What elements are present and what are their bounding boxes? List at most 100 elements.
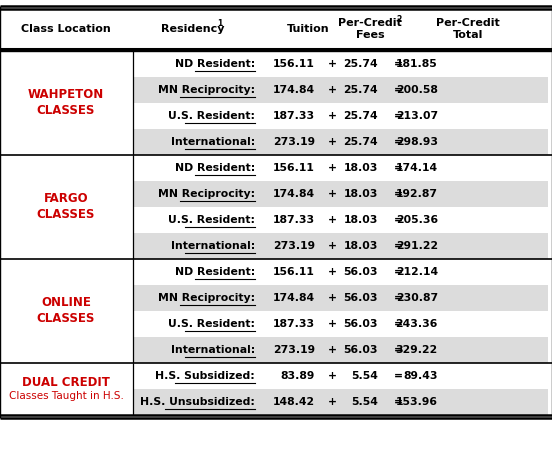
Text: 56.03: 56.03 bbox=[343, 293, 378, 303]
Text: 148.42: 148.42 bbox=[273, 397, 315, 407]
Text: CLASSES: CLASSES bbox=[37, 104, 95, 118]
Text: U.S. Resident:: U.S. Resident: bbox=[168, 215, 255, 225]
Text: 174.84: 174.84 bbox=[273, 85, 315, 95]
Text: 25.74: 25.74 bbox=[343, 59, 378, 69]
Text: =: = bbox=[394, 371, 402, 381]
Text: 174.14: 174.14 bbox=[396, 163, 438, 173]
Text: 174.84: 174.84 bbox=[273, 189, 315, 199]
Bar bbox=[133, 181, 548, 207]
Text: =: = bbox=[394, 215, 402, 225]
Text: =: = bbox=[394, 241, 402, 251]
Text: DUAL CREDIT: DUAL CREDIT bbox=[22, 375, 110, 389]
Text: 273.19: 273.19 bbox=[273, 137, 315, 147]
Bar bbox=[133, 337, 548, 363]
Text: Classes Taught in H.S.: Classes Taught in H.S. bbox=[9, 391, 124, 401]
Text: 205.36: 205.36 bbox=[396, 215, 438, 225]
Text: 5.54: 5.54 bbox=[351, 371, 378, 381]
Text: 192.87: 192.87 bbox=[396, 189, 438, 199]
Text: ND Resident:: ND Resident: bbox=[175, 267, 255, 277]
Text: 1: 1 bbox=[217, 19, 222, 28]
Text: ND Resident:: ND Resident: bbox=[175, 163, 255, 173]
Text: MN Reciprocity:: MN Reciprocity: bbox=[158, 85, 255, 95]
Text: 329.22: 329.22 bbox=[396, 345, 438, 355]
Text: +: + bbox=[327, 241, 337, 251]
Text: 174.84: 174.84 bbox=[273, 293, 315, 303]
Text: +: + bbox=[327, 85, 337, 95]
Text: =: = bbox=[394, 267, 402, 277]
Text: MN Reciprocity:: MN Reciprocity: bbox=[158, 189, 255, 199]
Text: +: + bbox=[327, 267, 337, 277]
Text: 18.03: 18.03 bbox=[344, 163, 378, 173]
Bar bbox=[133, 77, 548, 103]
Text: +: + bbox=[327, 345, 337, 355]
Text: 187.33: 187.33 bbox=[273, 215, 315, 225]
Text: ND Resident:: ND Resident: bbox=[175, 59, 255, 69]
Text: Per-Credit: Per-Credit bbox=[338, 18, 402, 28]
Text: Residency: Residency bbox=[161, 24, 225, 34]
Text: =: = bbox=[394, 85, 402, 95]
Text: +: + bbox=[327, 59, 337, 69]
Text: FARGO: FARGO bbox=[44, 192, 88, 206]
Text: 56.03: 56.03 bbox=[343, 267, 378, 277]
Text: +: + bbox=[327, 189, 337, 199]
Text: +: + bbox=[327, 111, 337, 121]
Text: 187.33: 187.33 bbox=[273, 319, 315, 329]
Text: 89.43: 89.43 bbox=[404, 371, 438, 381]
Text: Fees: Fees bbox=[355, 30, 384, 40]
Text: 213.07: 213.07 bbox=[396, 111, 438, 121]
Text: 291.22: 291.22 bbox=[396, 241, 438, 251]
Text: MN Reciprocity:: MN Reciprocity: bbox=[158, 293, 255, 303]
Text: 18.03: 18.03 bbox=[344, 241, 378, 251]
Text: +: + bbox=[327, 371, 337, 381]
Text: +: + bbox=[327, 397, 337, 407]
Text: International:: International: bbox=[171, 345, 255, 355]
Bar bbox=[133, 389, 548, 415]
Text: 181.85: 181.85 bbox=[396, 59, 438, 69]
Text: 25.74: 25.74 bbox=[343, 137, 378, 147]
Text: 243.36: 243.36 bbox=[396, 319, 438, 329]
Text: 156.11: 156.11 bbox=[273, 267, 315, 277]
Bar bbox=[133, 129, 548, 155]
Text: U.S. Resident:: U.S. Resident: bbox=[168, 111, 255, 121]
Text: H.S. Unsubsidized:: H.S. Unsubsidized: bbox=[140, 397, 255, 407]
Text: CLASSES: CLASSES bbox=[37, 312, 95, 326]
Text: WAHPETON: WAHPETON bbox=[28, 89, 104, 102]
Text: 25.74: 25.74 bbox=[343, 111, 378, 121]
Text: 156.11: 156.11 bbox=[273, 163, 315, 173]
Text: 156.11: 156.11 bbox=[273, 59, 315, 69]
Text: =: = bbox=[394, 163, 402, 173]
Text: +: + bbox=[327, 137, 337, 147]
Text: 200.58: 200.58 bbox=[396, 85, 438, 95]
Text: =: = bbox=[394, 189, 402, 199]
Text: =: = bbox=[394, 397, 402, 407]
Text: 273.19: 273.19 bbox=[273, 345, 315, 355]
Text: +: + bbox=[327, 215, 337, 225]
Text: 298.93: 298.93 bbox=[396, 137, 438, 147]
Text: =: = bbox=[394, 319, 402, 329]
Text: 153.96: 153.96 bbox=[396, 397, 438, 407]
Text: =: = bbox=[394, 111, 402, 121]
Text: 187.33: 187.33 bbox=[273, 111, 315, 121]
Text: International:: International: bbox=[171, 137, 255, 147]
Text: Per-Credit: Per-Credit bbox=[436, 18, 500, 28]
Text: Class Location: Class Location bbox=[21, 24, 111, 34]
Text: 18.03: 18.03 bbox=[344, 215, 378, 225]
Text: 212.14: 212.14 bbox=[396, 267, 438, 277]
Text: CLASSES: CLASSES bbox=[37, 208, 95, 222]
Bar bbox=[133, 233, 548, 259]
Text: Total: Total bbox=[453, 30, 483, 40]
Text: H.S. Subsidized:: H.S. Subsidized: bbox=[155, 371, 255, 381]
Text: 25.74: 25.74 bbox=[343, 85, 378, 95]
Text: =: = bbox=[394, 59, 402, 69]
Text: +: + bbox=[327, 163, 337, 173]
Text: ONLINE: ONLINE bbox=[41, 296, 91, 310]
Text: 18.03: 18.03 bbox=[344, 189, 378, 199]
Text: 83.89: 83.89 bbox=[280, 371, 315, 381]
Bar bbox=[133, 285, 548, 311]
Text: =: = bbox=[394, 345, 402, 355]
Text: +: + bbox=[327, 293, 337, 303]
Text: 5.54: 5.54 bbox=[351, 397, 378, 407]
Text: U.S. Resident:: U.S. Resident: bbox=[168, 319, 255, 329]
Text: =: = bbox=[394, 137, 402, 147]
Text: 56.03: 56.03 bbox=[343, 345, 378, 355]
